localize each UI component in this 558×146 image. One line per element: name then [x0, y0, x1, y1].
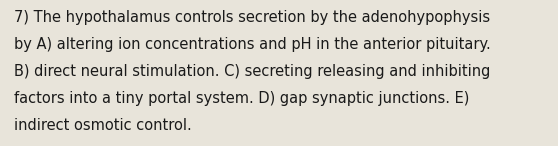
Text: factors into a tiny portal system. D) gap synaptic junctions. E): factors into a tiny portal system. D) ga…	[14, 91, 469, 106]
Text: B) direct neural stimulation. C) secreting releasing and inhibiting: B) direct neural stimulation. C) secreti…	[14, 64, 490, 79]
Text: indirect osmotic control.: indirect osmotic control.	[14, 118, 192, 133]
Text: by A) altering ion concentrations and pH in the anterior pituitary.: by A) altering ion concentrations and pH…	[14, 37, 490, 52]
Text: 7) The hypothalamus controls secretion by the adenohypophysis: 7) The hypothalamus controls secretion b…	[14, 10, 490, 25]
